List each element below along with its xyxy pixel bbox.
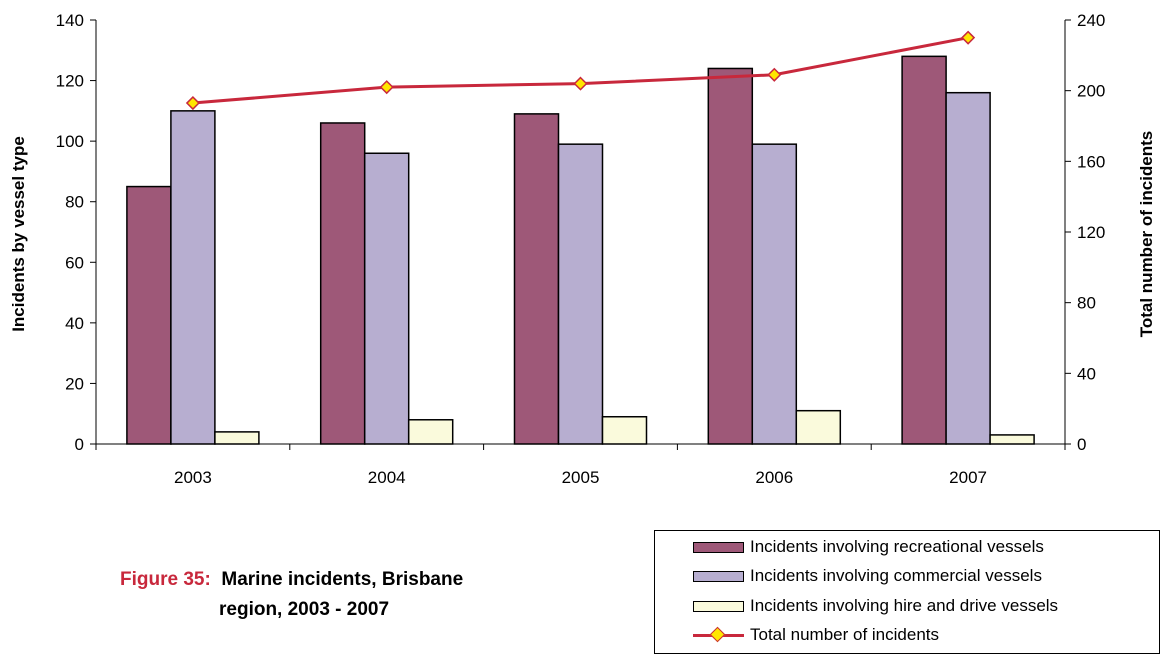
total-point-2006 bbox=[767, 67, 782, 82]
legend-swatch-recreational bbox=[693, 541, 744, 553]
bar-1-2005 bbox=[557, 143, 604, 445]
y2-tick-label: 120 bbox=[1077, 223, 1105, 242]
y2-tick-label: 240 bbox=[1077, 11, 1105, 30]
legend-item-commercial: Incidents involving commercial vessels bbox=[655, 564, 1042, 588]
y2-tick-label: 200 bbox=[1077, 82, 1105, 101]
total-point-2004 bbox=[379, 80, 394, 95]
y-tick-label: 80 bbox=[65, 193, 84, 212]
axes-layer: 0 20 40 60 80 100 120 140 0 40 80 120 160 200 240 2003 2… bbox=[56, 11, 1106, 487]
legend-swatch-hire-drive bbox=[693, 600, 744, 612]
legend-item-recreational: Incidents involving recreational vessels bbox=[655, 535, 1044, 559]
y2-axis-title: Total number of incidents bbox=[1137, 131, 1156, 338]
caption-line-2: region, 2003 - 2007 bbox=[219, 599, 390, 620]
total-point-2003 bbox=[185, 95, 200, 111]
x-tick-label: 2006 bbox=[755, 468, 793, 487]
bar-2-2005 bbox=[601, 415, 648, 445]
y2-tick-label: 0 bbox=[1077, 435, 1086, 454]
chart: 0 20 40 60 80 100 120 140 0 40 80 120 160 200 240 2003 2… bbox=[9, 11, 1156, 487]
x-tick-label: 2005 bbox=[562, 468, 600, 487]
legend-label-commercial: Incidents involving commercial vessels bbox=[750, 566, 1042, 585]
y-tick-label: 40 bbox=[65, 314, 84, 333]
y2-tick-label: 40 bbox=[1077, 364, 1096, 383]
legend-label-total: Total number of incidents bbox=[750, 625, 939, 644]
figure-caption: Figure 35: Marine incidents, Brisbane re… bbox=[120, 565, 463, 625]
total-point-2007 bbox=[961, 30, 976, 45]
y-tick-label: 0 bbox=[75, 435, 84, 454]
legend-label-hire-drive: Incidents involving hire and drive vesse… bbox=[750, 596, 1059, 615]
y-axis-title: Incidents by vessel type bbox=[9, 136, 28, 332]
bar-2-2004 bbox=[407, 419, 454, 445]
total-point-2005 bbox=[573, 76, 588, 91]
y2-tick-label: 80 bbox=[1077, 294, 1096, 313]
bar-0-2007 bbox=[901, 55, 947, 445]
bar-1-2006 bbox=[751, 143, 798, 445]
bars-layer bbox=[126, 55, 1035, 445]
figure-label: Figure 35: bbox=[120, 569, 211, 590]
legend-item-hire-drive: Incidents involving hire and drive vesse… bbox=[655, 594, 1058, 618]
legend-swatch-total bbox=[693, 626, 744, 643]
bar-1-2003 bbox=[170, 110, 216, 445]
bar-2-2006 bbox=[795, 409, 842, 445]
bar-2-2003 bbox=[214, 431, 260, 445]
y-tick-label: 140 bbox=[56, 11, 84, 30]
total-line-layer bbox=[185, 30, 976, 111]
y-tick-label: 120 bbox=[56, 72, 84, 91]
y-tick-label: 60 bbox=[65, 253, 84, 272]
bar-1-2007 bbox=[945, 91, 991, 445]
bar-1-2004 bbox=[363, 152, 410, 445]
x-tick-label: 2003 bbox=[174, 468, 212, 487]
y2-tick-label: 160 bbox=[1077, 152, 1105, 171]
legend-item-total: Total number of incidents bbox=[655, 623, 939, 647]
x-tick-label: 2007 bbox=[949, 468, 987, 487]
legend-swatch-commercial bbox=[693, 570, 744, 582]
bar-0-2004 bbox=[319, 122, 366, 445]
bar-2-2007 bbox=[989, 434, 1035, 445]
y-tick-label: 20 bbox=[65, 374, 84, 393]
x-tick-label: 2004 bbox=[368, 468, 406, 487]
bar-0-2003 bbox=[126, 185, 172, 445]
bar-0-2005 bbox=[513, 113, 560, 445]
total-line bbox=[192, 36, 969, 105]
legend-label-recreational: Incidents involving recreational vessels bbox=[750, 537, 1044, 556]
bar-0-2006 bbox=[707, 67, 754, 445]
y-tick-label: 100 bbox=[56, 132, 84, 151]
legend: Incidents involving recreational vessels… bbox=[654, 530, 1160, 654]
caption-line-1: Marine incidents, Brisbane bbox=[221, 569, 464, 590]
